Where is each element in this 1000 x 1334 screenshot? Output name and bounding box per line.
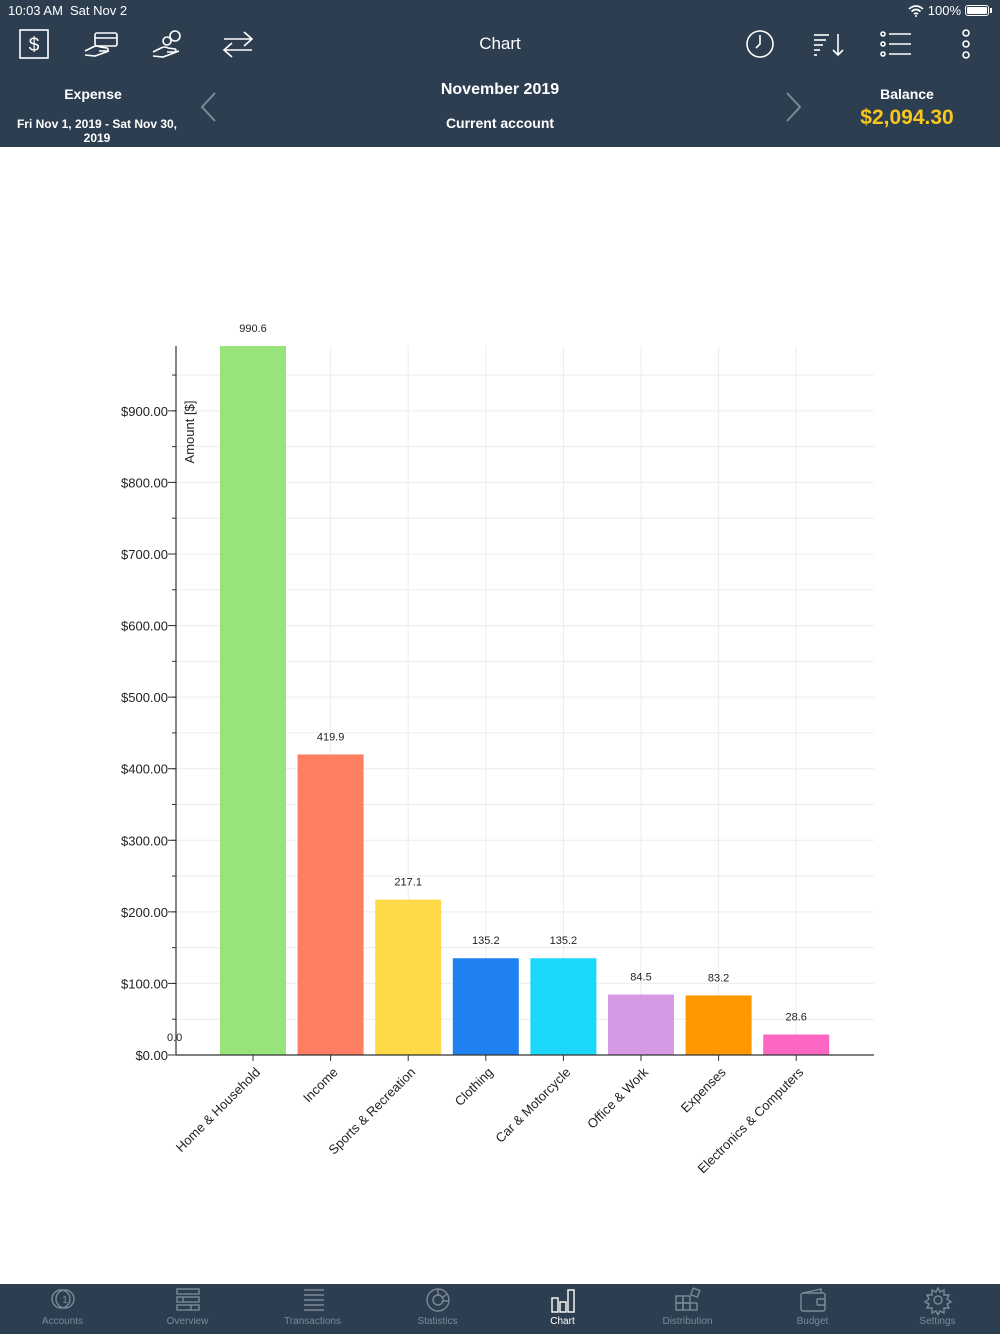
bar [685,995,752,1055]
wallet-icon [799,1288,826,1312]
top-bar: 10:03 AM Sat Nov 2 100% $ Chart [0,0,1000,147]
bar-value-label: 84.5 [630,972,651,984]
hand-coins-icon[interactable] [150,26,190,62]
transactions-icon [303,1289,324,1311]
bar-value-label: 28.6 [785,1012,806,1024]
bar-chart-icon [550,1289,575,1313]
tab-settings[interactable]: Settings [875,1284,1000,1334]
y-tick-label: $400.00 [121,762,168,777]
balance-label: Balance [880,86,934,102]
bar [375,899,442,1055]
y-tick-label: $0.00 [135,1048,168,1063]
tab-label: Transactions [284,1316,341,1327]
statistics-icon [425,1288,450,1312]
y-tick-label: $700.00 [121,547,168,562]
x-tick-label: Home & Household [173,1065,263,1155]
transfer-arrows-icon[interactable] [218,26,258,62]
list-icon[interactable] [876,26,916,62]
distribution-icon [674,1287,701,1311]
tab-label: Distribution [662,1316,713,1327]
date-range: Fri Nov 1, 2019 - Sat Nov 30, 2019 [16,117,178,145]
report-type-label[interactable]: Expense [64,86,122,102]
account-title[interactable]: Current account [445,115,555,131]
bar-value-label: 419.9 [317,731,345,743]
bar [763,1034,830,1055]
bar [530,958,597,1055]
overview-icon [175,1288,200,1311]
page-title: Chart [479,34,521,53]
x-tick-label: Car & Motorcycle [492,1065,573,1146]
x-tick-label: Office & Work [584,1064,651,1131]
y-tick-label: $200.00 [121,905,168,920]
y-tick-label: $100.00 [121,976,168,991]
bar [220,346,286,1055]
bar [297,754,364,1055]
chevron-right-icon[interactable] [782,90,804,124]
y-tick-label: $900.00 [121,404,168,419]
tab-budget[interactable]: Budget [750,1284,875,1334]
svg-text:$: $ [29,35,40,56]
tab-label: Statistics [417,1316,458,1327]
origin-label: 0.0 [167,1032,182,1044]
y-tick-label: $600.00 [121,619,168,634]
period-title[interactable]: November 2019 [440,81,560,98]
y-tick-label: $500.00 [121,690,168,705]
dollar-box-icon[interactable]: $ [14,26,54,62]
bar-value-label: 217.1 [394,877,422,889]
chevron-left-icon[interactable] [198,90,220,124]
tab-label: Accounts [41,1316,84,1327]
x-tick-label: Income [300,1065,341,1106]
status-right: 100% [908,3,992,18]
sort-icon[interactable] [808,26,848,62]
battery-icon [965,5,989,16]
tab-label: Overview [166,1316,209,1327]
more-vertical-icon[interactable] [946,26,986,62]
bar [608,994,674,1055]
bar-value-label: 990.6 [239,323,267,335]
y-axis-label: Amount [$] [182,401,197,464]
tab-overview[interactable]: Overview [125,1284,250,1334]
battery-percent: 100% [927,3,961,18]
chart-area: $0.00 $100.00 $200.00 $300.00 $400.00 $500.00… [0,147,1000,1284]
hand-card-icon[interactable] [82,26,122,62]
clock-icon[interactable] [740,26,780,62]
bar-chart: $0.00 $100.00 $200.00 $300.00 $400.00 $500.00… [121,323,874,1176]
tab-chart[interactable]: Chart [500,1284,625,1334]
tab-accounts[interactable]: 1 Accounts [0,1284,125,1334]
tab-label: Settings [919,1316,956,1327]
coins-icon: 1 [50,1289,75,1309]
bar-value-label: 135.2 [550,935,578,947]
svg-text:1: 1 [62,1295,68,1306]
tab-transactions[interactable]: Transactions [250,1284,375,1334]
wifi-icon [908,4,924,17]
x-tick-label: Sports & Recreation [325,1065,418,1158]
gear-icon [923,1287,952,1315]
tab-distribution[interactable]: Distribution [625,1284,750,1334]
bar-value-label: 83.2 [708,972,729,984]
x-tick-label: Clothing [452,1065,496,1109]
bar [452,958,519,1055]
status-date: Sat Nov 2 [70,3,128,18]
tab-statistics[interactable]: Statistics [375,1284,500,1334]
y-tick-label: $300.00 [121,833,168,848]
tab-bar: 1 Accounts Overview Transactions Statistics C… [0,1284,1000,1334]
y-tick-label: $800.00 [121,475,168,490]
tab-label: Chart [550,1316,575,1327]
tab-label: Budget [796,1316,829,1327]
x-tick-label: Expenses [678,1064,729,1115]
bar-value-label: 135.2 [472,935,500,947]
balance-value: $2,094.30 [860,106,954,129]
status-time: 10:03 AM [8,3,63,18]
